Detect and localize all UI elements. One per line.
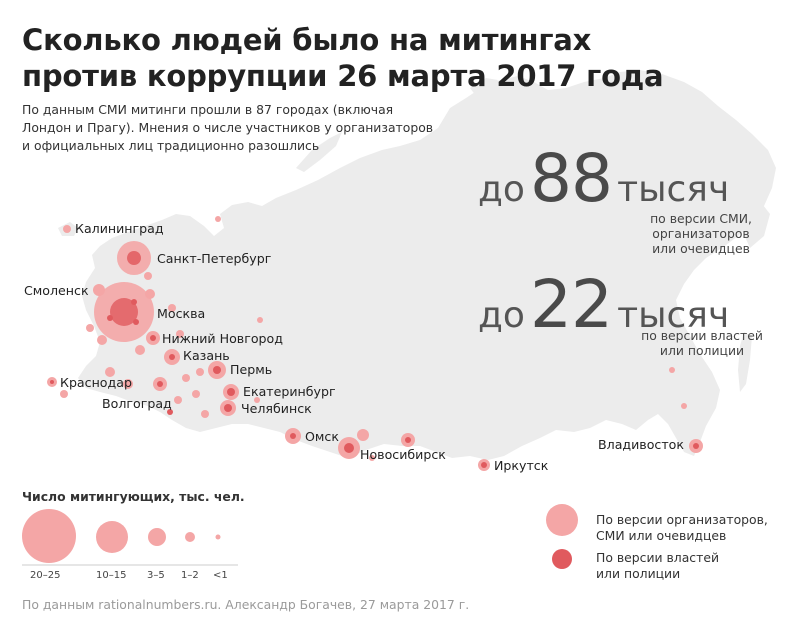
moscow-officials xyxy=(110,298,138,326)
size-legend xyxy=(22,509,238,566)
label-kazan: Казань xyxy=(183,348,230,363)
label-chelyabinsk: Челябинск xyxy=(241,401,312,416)
stat-media-note: по версии СМИ, организаторов или очевидц… xyxy=(650,211,752,256)
label-ekaterinburg: Екатеринбург xyxy=(243,384,336,399)
legend-size-label: 20–25 xyxy=(30,570,61,581)
kamchatka xyxy=(740,196,770,248)
legend-organizers-label: По версии организаторов, СМИ или очевидц… xyxy=(596,512,768,543)
title-line-2: против коррупции 26 марта 2017 года xyxy=(22,59,664,93)
protest-circles xyxy=(47,216,703,471)
stat-official: до 22 тысяч xyxy=(478,266,730,343)
legend-10-15 xyxy=(96,521,128,553)
label-kaliningrad: Калининград xyxy=(75,221,164,236)
label-vladivostok: Владивосток xyxy=(598,437,684,452)
legend-size-label: 10–15 xyxy=(96,570,127,581)
label-nnovgorod: Нижний Новгород xyxy=(162,331,283,346)
severnaya-zemlya xyxy=(470,78,498,96)
footer-source: По данным rationalnumbers.ru. Александр … xyxy=(22,597,470,612)
label-perm: Пермь xyxy=(230,362,273,377)
legend-lt1 xyxy=(215,534,221,540)
legend-organizers-swatch xyxy=(546,504,578,536)
page-title: Сколько людей было на митингах против ко… xyxy=(22,22,664,94)
label-omsk: Омск xyxy=(305,429,339,444)
spb-officials xyxy=(127,251,141,265)
legend-officials-swatch xyxy=(552,549,572,569)
title-line-1: Сколько людей было на митингах xyxy=(22,23,592,57)
label-krasnodar: Краснодар xyxy=(60,375,132,390)
label-smolensk: Смоленск xyxy=(24,283,89,298)
legend-20-25 xyxy=(22,509,76,563)
stat-official-note: по версии властей или полиции xyxy=(641,328,763,358)
legend-3-5 xyxy=(148,528,166,546)
legend-size-label: <1 xyxy=(213,570,228,581)
label-irkutsk: Иркутск xyxy=(494,458,549,473)
label-novosibirsk: Новосибирск xyxy=(360,447,446,462)
legend-size-label: 3–5 xyxy=(147,570,165,581)
label-moscow: Москва xyxy=(157,306,206,321)
subtitle: По данным СМИ митинги прошли в 87 города… xyxy=(22,102,434,153)
label-volgograd: Волгоград xyxy=(102,396,172,411)
legend-1-2 xyxy=(185,532,195,542)
russia-landmass xyxy=(78,70,776,460)
sakhalin-island xyxy=(738,332,752,392)
legend-officials-label: По версии властей или полиции xyxy=(596,550,720,581)
legend-size-label: 1–2 xyxy=(181,570,199,581)
stat-media: до 88 тысяч xyxy=(478,140,730,217)
novaya-zemlya xyxy=(296,132,342,172)
label-spb: Санкт-Петербург xyxy=(157,251,272,266)
legend-title: Число митингующих, тыс. чел. xyxy=(22,489,245,504)
